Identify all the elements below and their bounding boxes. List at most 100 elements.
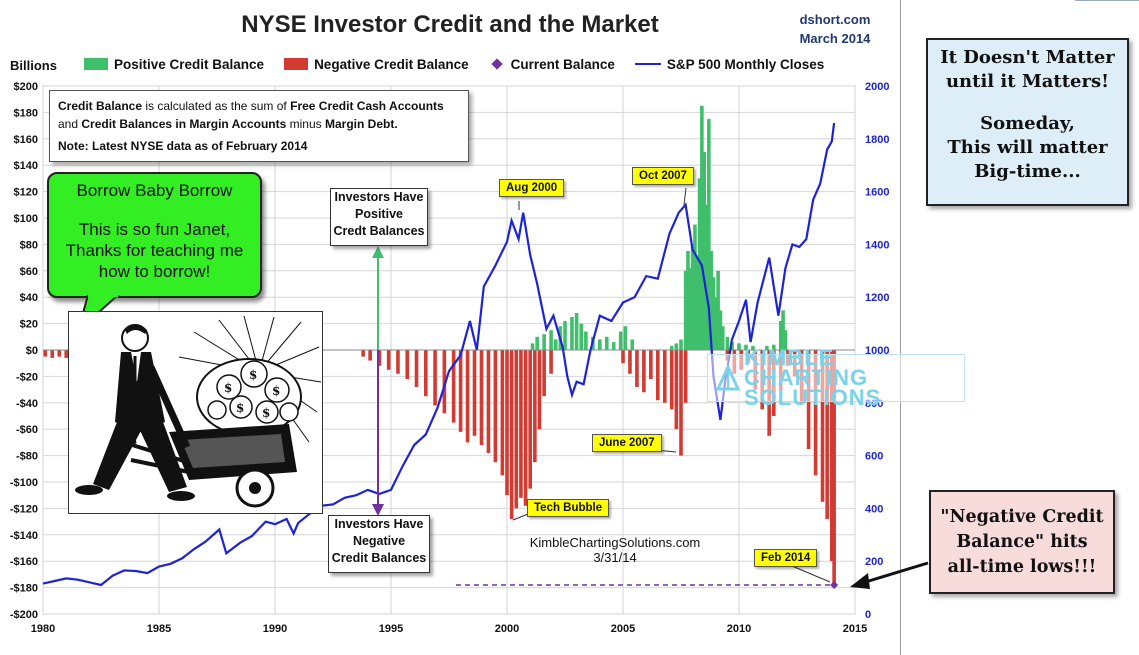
positive-bar [709,251,713,350]
def-term-margin-debt: Margin Debt. [324,117,398,131]
negative-bar [405,350,410,380]
left-tick-label: $100 [14,213,38,225]
left-tick-label: -$160 [10,556,38,568]
source-date: March 2014 [799,31,871,46]
positive-annotation: Investors Have Positive Credt Balances [330,188,428,246]
x-tick-label: 2000 [495,623,519,635]
negative-bar [458,350,463,432]
positive-bar [704,204,709,350]
positive-bar [781,310,785,350]
positive-bar [702,152,706,350]
negative-bar [414,350,419,387]
left-tick-label: $200 [14,81,38,93]
definition-note: Note: Latest NYSE data as of February 20… [58,139,308,153]
callout-aug-2000: Aug 2000 [499,179,565,197]
negative-bar [830,350,834,562]
pointer-arrow-icon [850,561,929,589]
legend-sp500-label: S&P 500 Monthly Closes [666,56,825,72]
negative-line-3: Credit Balances [331,551,427,565]
positive-bar [695,257,700,350]
negative-bar [433,350,437,406]
side-note-record-low: "Negative Credit Balance" hits all-time … [929,490,1115,594]
positive-bar [598,339,602,350]
positive-bar [730,342,734,350]
x-tick-label: 2010 [727,623,751,635]
negative-bar [509,350,514,519]
left-tick-label: $80 [20,239,38,251]
svg-text:$: $ [224,381,232,395]
negative-bar [533,350,537,463]
left-tick-label: -$20 [16,371,38,383]
source-site[interactable]: dshort.com [799,12,871,27]
right-tick-label: 1200 [865,292,889,304]
negative-bar [493,350,498,463]
negative-bar [505,350,509,496]
negative-bar [57,350,62,357]
right-tick-label: 600 [865,451,883,463]
negative-bar [820,350,825,502]
left-tick-label: $40 [20,292,38,304]
negative-bar [825,350,829,519]
left-tick-label: -$60 [16,424,38,436]
def-text-2: and [58,117,82,131]
left-tick-label: -$200 [10,609,38,621]
x-tick-label: 1990 [263,623,287,635]
current-balance-marker [830,580,839,589]
x-tick-label: 1980 [31,623,55,635]
negative-bar [64,350,68,358]
negative-bar [396,350,400,374]
negative-bar [486,350,491,453]
positive-bar [669,346,674,350]
legend-positive: Positive Credit Balance [84,57,264,72]
legend-negative: Negative Credit Balance [284,57,469,72]
side-note-1-line-3: Someday, [980,113,1075,134]
side-note-1-line-4: This will matter [947,137,1108,158]
positive-bar [579,323,584,350]
positive-bar [700,105,704,350]
side-note-1-line-2: until it Matters! [945,71,1110,92]
legend-sp500: S&P 500 Monthly Closes [634,56,825,72]
right-tick-label: 2000 [865,81,889,93]
positive-bar [751,346,755,350]
positive-bar [765,346,769,350]
positive-bar [530,343,535,350]
chart-title: NYSE Investor Credit and the Market [241,11,659,38]
right-tick-label: 0 [865,609,871,621]
positive-bar [604,336,609,350]
callout-tech-bubble: Tech Bubble [527,499,610,517]
callout-leader [683,187,687,206]
positive-bar [737,343,741,350]
positive-bar [686,251,690,350]
negative-annotation: Investors Have Negative Credit Balances [328,515,430,573]
side-note-2-line-2: Balance" hits [956,532,1088,552]
chart-credit: KimbleChartingSolutions.com 3/31/14 [500,535,730,565]
positive-bar [674,343,679,350]
def-text-1: is calculated as the sum of [142,99,291,113]
left-tick-label: -$40 [16,398,38,410]
negative-bar [451,350,456,423]
callout-leader [791,565,831,583]
negative-bar [377,350,382,366]
positive-bar [718,310,723,350]
positive-bar [711,277,716,350]
negative-bar [683,350,688,403]
negative-bar [514,350,519,509]
negative-bar [479,350,484,446]
positive-bar [618,331,623,350]
x-tick-label: 1985 [147,623,171,635]
left-tick-label: $140 [14,160,38,172]
source-credit: dshort.com March 2014 [780,10,890,48]
left-tick-label: -$140 [10,530,38,542]
side-note-2-line-3: all-time lows!!! [947,557,1097,577]
positive-bar [716,270,720,350]
left-axis-unit: Billions [10,58,57,73]
negative-bar [656,350,660,401]
negative-bar [669,350,674,410]
positive-bar [778,320,783,350]
positive-bar [679,339,683,350]
positive-bar [623,326,628,350]
speech-bubble: Borrow Baby Borrow This is so fun Janet,… [47,172,262,298]
logo-mark-icon [715,363,741,391]
positive-bar [611,342,616,350]
right-tick-label: 400 [865,503,883,515]
